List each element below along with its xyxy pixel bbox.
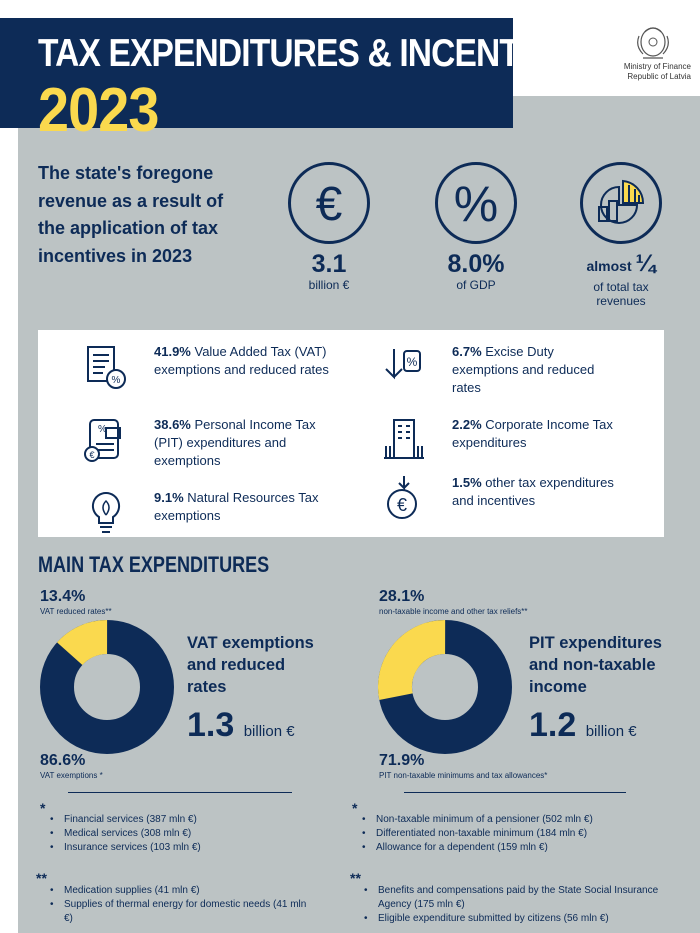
breakdown-text: other tax expenditures and incentives (452, 475, 614, 508)
breakdown-item-vat: % 41.9% Value Added Tax (VAT) exemptions… (87, 343, 329, 389)
vat-title: VAT exemptions and reduced rates (187, 634, 314, 696)
breakdown-item-other: € 1.5% other tax expenditures and incent… (387, 474, 632, 519)
vat-top-label: VAT reduced rates** (40, 607, 112, 616)
svg-text:%: % (112, 375, 121, 386)
breakdown-item-cit: 2.2% Corporate Income Tax expenditures (384, 416, 632, 459)
pit-top-label: non-taxable income and other tax reliefs… (379, 607, 528, 616)
list-item: Medical services (308 mln €) (50, 827, 320, 841)
breakdown-pct: 6.7% (452, 344, 482, 359)
ministry-country: Republic of Latvia (627, 72, 691, 81)
lightbulb-icon (91, 491, 121, 533)
vat-top-pct: 13.4% (40, 588, 86, 605)
divider (68, 792, 292, 793)
breakdown-pct: 9.1% (154, 490, 184, 505)
euro-icon: € (288, 162, 370, 244)
list-item: Differentiated non-taxable minimum (184 … (362, 827, 662, 841)
page-title: TAX EXPENDITURES & INCENTIVES (38, 32, 593, 75)
breakdown-pct: 2.2% (452, 417, 482, 432)
breakdown-text: Value Added Tax (VAT) exemptions and red… (154, 344, 329, 377)
vat-list-1: Financial services (387 mln €) Medical s… (50, 813, 320, 855)
breakdown-pct: 1.5% (452, 475, 482, 490)
breakdown-card (38, 330, 664, 537)
pit-bottom-pct: 71.9% (379, 752, 425, 769)
svg-text:€: € (89, 450, 94, 460)
stat-prefix: almost (586, 258, 632, 274)
building-icon (384, 419, 424, 459)
breakdown-text: Personal Income Tax (PIT) expenditures a… (154, 417, 316, 468)
pit-donut-chart (378, 620, 512, 754)
euro-coin-icon: € (387, 476, 417, 519)
document-icon: % (87, 346, 126, 389)
pit-list-2: Benefits and compensations paid by the S… (364, 884, 664, 926)
breakdown-text: Excise Duty exemptions and reduced rates (452, 344, 595, 395)
vat-amount: 1.3 billion € (187, 706, 295, 745)
coat-of-arms-icon (637, 27, 669, 59)
vat-amount-unit: billion € (243, 723, 295, 740)
footnote-star: ** (350, 870, 361, 886)
stat-fraction: ¼ (635, 250, 656, 277)
stat-value: almost ¼ (572, 250, 670, 280)
briefcase-document-icon: % € (84, 419, 121, 462)
footnote-star: * (40, 800, 46, 816)
svg-text:€: € (397, 495, 407, 515)
stat-gdp: % 8.0% of GDP (426, 162, 526, 292)
list-item: Eligible expenditure submitted by citize… (364, 912, 664, 926)
vat-list-2: Medication supplies (41 mln €) Supplies … (50, 884, 310, 926)
list-item: Benefits and compensations paid by the S… (364, 884, 664, 912)
list-item: Insurance services (103 mln €) (50, 841, 320, 855)
divider (404, 792, 626, 793)
footnote-star: ** (36, 870, 47, 886)
title-year: 2023 (38, 76, 159, 145)
vat-donut-chart (40, 620, 174, 754)
pit-amount-value: 1.2 (529, 706, 577, 744)
list-item: Supplies of thermal energy for domestic … (50, 898, 310, 926)
intro-text: The state's foregone revenue as a result… (38, 163, 224, 266)
stat-value: 3.1 (311, 250, 347, 278)
pit-amount-unit: billion € (585, 723, 637, 740)
stat-share: almost ¼ of total tax revenues (572, 162, 670, 308)
list-item: Financial services (387 mln €) (50, 813, 320, 827)
breakdown-pct: 41.9% (154, 344, 191, 359)
ministry-logo: Ministry of Finance Republic of Latvia (595, 22, 691, 82)
vat-slice-minor (40, 620, 174, 754)
breakdown-text: Corporate Income Tax expenditures (452, 417, 613, 450)
stat-value: 8.0% (447, 250, 505, 278)
stat-label: billion € (308, 278, 350, 292)
footnote-star: * (352, 800, 358, 816)
svg-text:%: % (454, 176, 498, 232)
stat-label: of GDP (456, 278, 496, 292)
pit-list-1: Non-taxable minimum of a pensioner (502 … (362, 813, 662, 855)
excise-icon: % (385, 349, 421, 380)
vat-amount-value: 1.3 (187, 706, 235, 744)
percent-icon: % (435, 162, 517, 244)
svg-text:%: % (98, 424, 107, 435)
svg-text:%: % (407, 355, 418, 369)
section-heading: MAIN TAX EXPENDITURES (38, 552, 270, 577)
svg-text:€: € (316, 178, 343, 231)
breakdown-text: Natural Resources Tax exemptions (154, 490, 319, 523)
chart-icon (580, 162, 662, 244)
stat-label: of total tax revenues (593, 280, 649, 308)
breakdown-item-nrt: 9.1% Natural Resources Tax exemptions (91, 489, 329, 533)
title-banner (0, 18, 513, 128)
list-item: Non-taxable minimum of a pensioner (502 … (362, 813, 662, 827)
stat-revenue: € 3.1 billion € (284, 162, 374, 292)
vat-bottom-pct: 86.6% (40, 752, 86, 769)
breakdown-pct: 38.6% (154, 417, 191, 432)
pit-amount: 1.2 billion € (529, 706, 637, 745)
breakdown-item-excise: % 6.7% Excise Duty exemptions and reduce… (385, 343, 622, 397)
pit-bottom-label: PIT non-taxable minimums and tax allowan… (379, 771, 548, 780)
vat-bottom-label: VAT exemptions * (40, 771, 103, 780)
list-item: Medication supplies (41 mln €) (50, 884, 310, 898)
pit-title: PIT expenditures and non-taxable income (529, 634, 662, 696)
pit-top-pct: 28.1% (379, 588, 425, 605)
list-item: Allowance for a dependent (159 mln €) (362, 841, 662, 855)
breakdown-item-pit: % € 38.6% Personal Income Tax (PIT) expe… (84, 416, 334, 470)
ministry-name: Ministry of Finance (623, 62, 691, 71)
